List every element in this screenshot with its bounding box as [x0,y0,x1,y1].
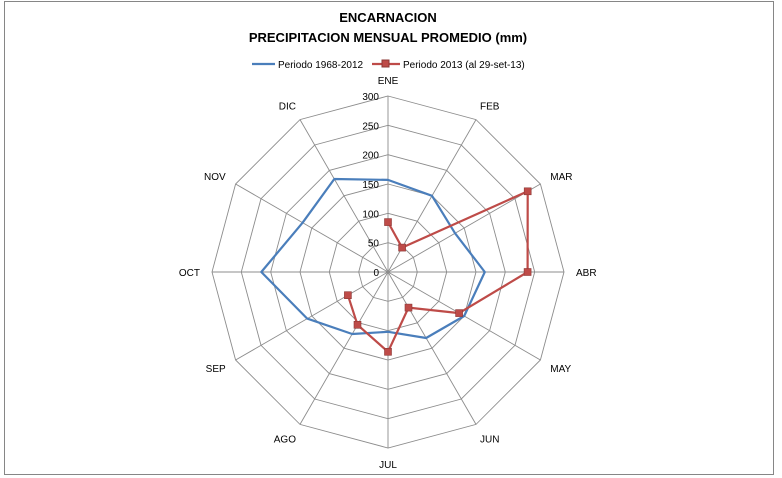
category-label-ene: ENE [378,76,399,87]
spoke-jun [387,271,477,425]
tick-label-100: 100 [362,209,379,220]
series-2-point-sep [344,291,352,300]
series-2-point-jun [404,303,413,312]
radial-tick-labels: 0 50 100 150 200 250 300 [362,92,379,279]
legend-label-series-2: Periodo 2013 (al 29-set-13) [403,60,525,71]
chart-subtitle: PRECIPITACION MENSUAL PROMEDIO (mm) [249,30,527,45]
legend-entry-series-1: Periodo 1968-2012 [252,60,364,71]
chart-title: ENCARNACION [339,10,437,25]
series-2-point-ene [384,218,392,226]
series-2-point-ago [353,320,362,329]
spoke-nov [235,183,389,273]
radar-spokes [212,96,564,448]
category-label-dic: DIC [279,102,296,113]
tick-label-250: 250 [362,121,379,132]
tick-label-300: 300 [362,92,379,103]
tick-label-200: 200 [362,151,379,162]
spoke-dic [299,119,389,273]
chart-frame [4,1,774,475]
spoke-sep [235,271,389,361]
legend: Periodo 1968-2012 Periodo 2013 (al 29-se… [252,59,525,71]
tick-label-50: 50 [368,239,380,250]
category-label-nov: NOV [204,172,226,183]
category-label-abr: ABR [576,268,597,279]
series-2-point-mar [523,187,532,196]
tick-label-150: 150 [362,180,379,191]
legend-label-series-1: Periodo 1968-2012 [278,60,364,71]
series-layer [260,177,532,356]
category-label-feb: FEB [480,102,500,113]
category-label-jul: JUL [379,460,397,471]
legend-marker-series-2 [381,59,390,68]
series-1-line [260,177,486,340]
tick-label-0: 0 [373,268,379,279]
category-label-sep: SEP [206,364,226,375]
series-2-point-may [455,309,463,317]
series-2-point-feb [398,243,406,252]
spoke-mar [387,183,541,273]
category-label-oct: OCT [179,268,200,279]
category-label-ago: AGO [274,434,296,445]
category-labels: ENE FEB MAR ABR MAY JUN JUL AGO SEP OCT NOV DIC [179,76,597,471]
series-2-point-jul [384,347,392,356]
series-2-point-abr [523,268,532,276]
spoke-ago [299,271,389,425]
category-label-mar: MAR [550,172,572,183]
category-label-may: MAY [550,364,571,375]
category-label-jun: JUN [480,434,499,445]
legend-entry-series-2: Periodo 2013 (al 29-set-13) [372,59,525,71]
